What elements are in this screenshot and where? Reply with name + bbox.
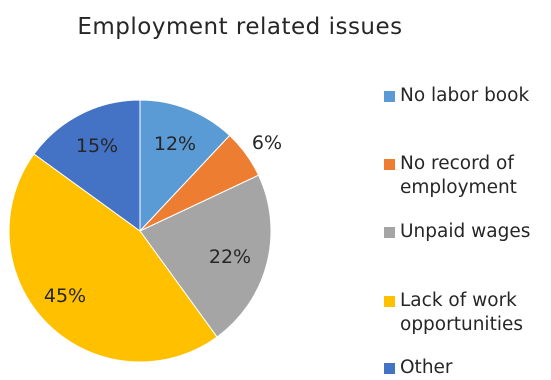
data-label-other: 15% bbox=[76, 135, 118, 157]
legend-item-lack-of-work-opportunities: Lack of work opportunities bbox=[384, 289, 550, 337]
legend-swatch-icon bbox=[384, 91, 395, 102]
data-label-lack-of-work-opportunities: 45% bbox=[44, 285, 86, 307]
legend-item-no-record-of-employment: No record of employment bbox=[384, 152, 550, 200]
data-label-unpaid-wages: 22% bbox=[209, 246, 251, 268]
legend: No labor book No record of employment Un… bbox=[384, 0, 551, 378]
legend-label: Unpaid wages bbox=[400, 221, 531, 242]
pie-slice-other bbox=[33, 99, 141, 232]
legend-label: No record of employment bbox=[400, 153, 517, 198]
legend-item-no-labor-book: No labor book bbox=[384, 84, 529, 108]
legend-swatch-icon bbox=[384, 227, 395, 238]
legend-item-other: Other bbox=[384, 356, 453, 380]
legend-swatch-icon bbox=[384, 296, 395, 307]
pie-slice-lack-of-work-opportunities bbox=[8, 153, 218, 363]
pie-slice-no-labor-book bbox=[139, 99, 231, 233]
legend-label: Other bbox=[400, 357, 453, 378]
chart-title: Employment related issues bbox=[77, 14, 403, 40]
legend-swatch-icon bbox=[384, 159, 395, 170]
legend-label: No labor book bbox=[400, 85, 530, 106]
data-label-no-record-of-employment: 6% bbox=[252, 132, 282, 154]
legend-item-unpaid-wages: Unpaid wages bbox=[384, 220, 530, 244]
legend-label: Lack of work opportunities bbox=[400, 290, 523, 335]
pie-slice-unpaid-wages bbox=[139, 174, 272, 338]
legend-swatch-icon bbox=[384, 363, 395, 374]
data-label-no-labor-book: 12% bbox=[154, 133, 196, 155]
